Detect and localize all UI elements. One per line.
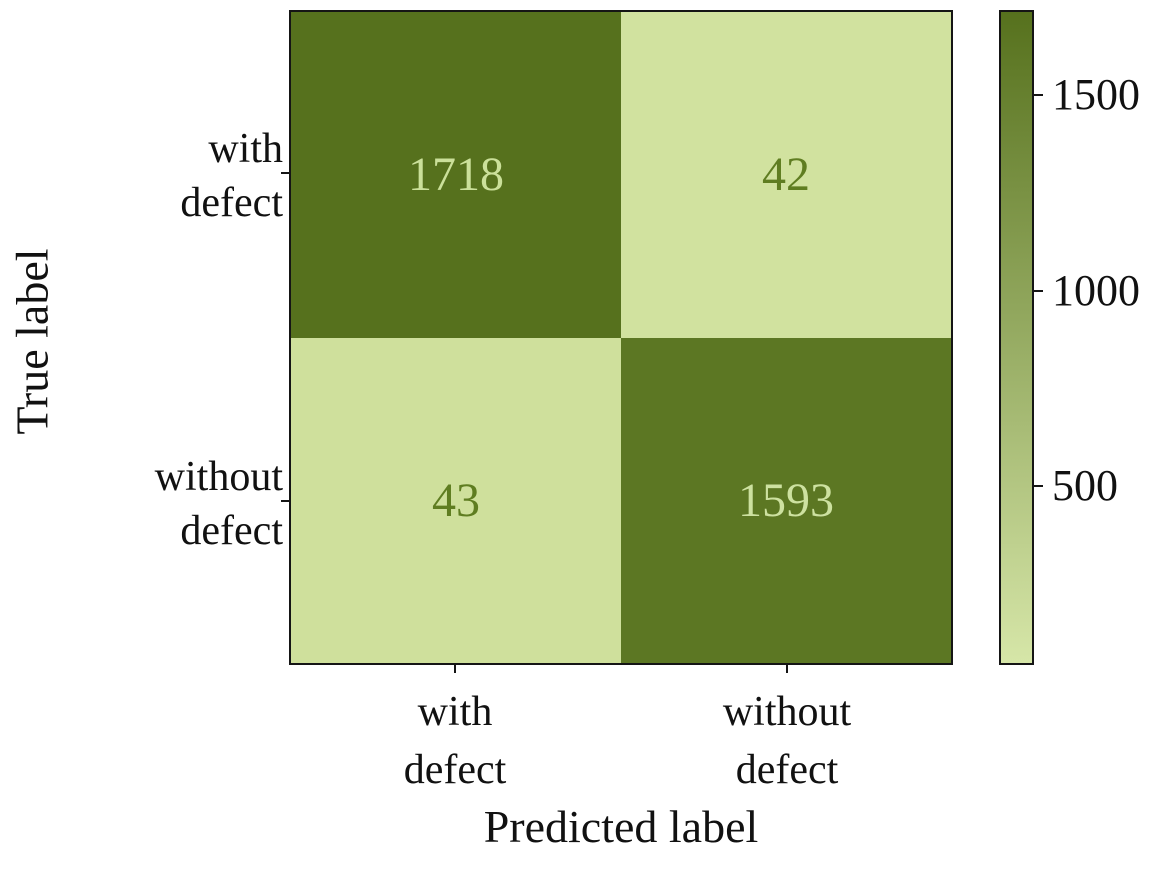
colorbar-tick-label-1000: 1000: [1052, 265, 1140, 315]
colorbar-tick-label-1500: 1500: [1052, 70, 1140, 120]
xtick-mark-without-defect: [786, 665, 788, 673]
cell-true-with-pred-without: 42: [621, 12, 951, 338]
colorbar: [999, 10, 1034, 665]
heatmap-plot-area: 1718 42 43 1593: [289, 10, 953, 665]
cell-true-without-pred-with: 43: [291, 337, 621, 663]
xtick-label-with-defect: with defect: [403, 689, 507, 793]
colorbar-tick-mark-1000: [1034, 289, 1043, 292]
xtick-label-without-defect: without defect: [722, 689, 852, 793]
cell-true-without-pred-without: 1593: [621, 337, 951, 663]
colorbar-tick-mark-500: [1034, 485, 1043, 487]
colorbar-tick-mark-1500: [1034, 94, 1043, 97]
colorbar-tick-label-500: 500: [1052, 461, 1118, 510]
ytick-label-with-defect: with defect: [180, 126, 283, 226]
ytick-mark-with-defect: [281, 172, 289, 174]
x-axis-title: Predicted label: [483, 801, 759, 852]
cell-true-with-pred-with: 1718: [291, 12, 621, 338]
y-axis-title: True label: [6, 248, 58, 435]
xtick-mark-with-defect: [454, 665, 456, 673]
ytick-mark-without-defect: [281, 500, 289, 502]
ytick-label-without-defect: without defect: [154, 454, 283, 554]
